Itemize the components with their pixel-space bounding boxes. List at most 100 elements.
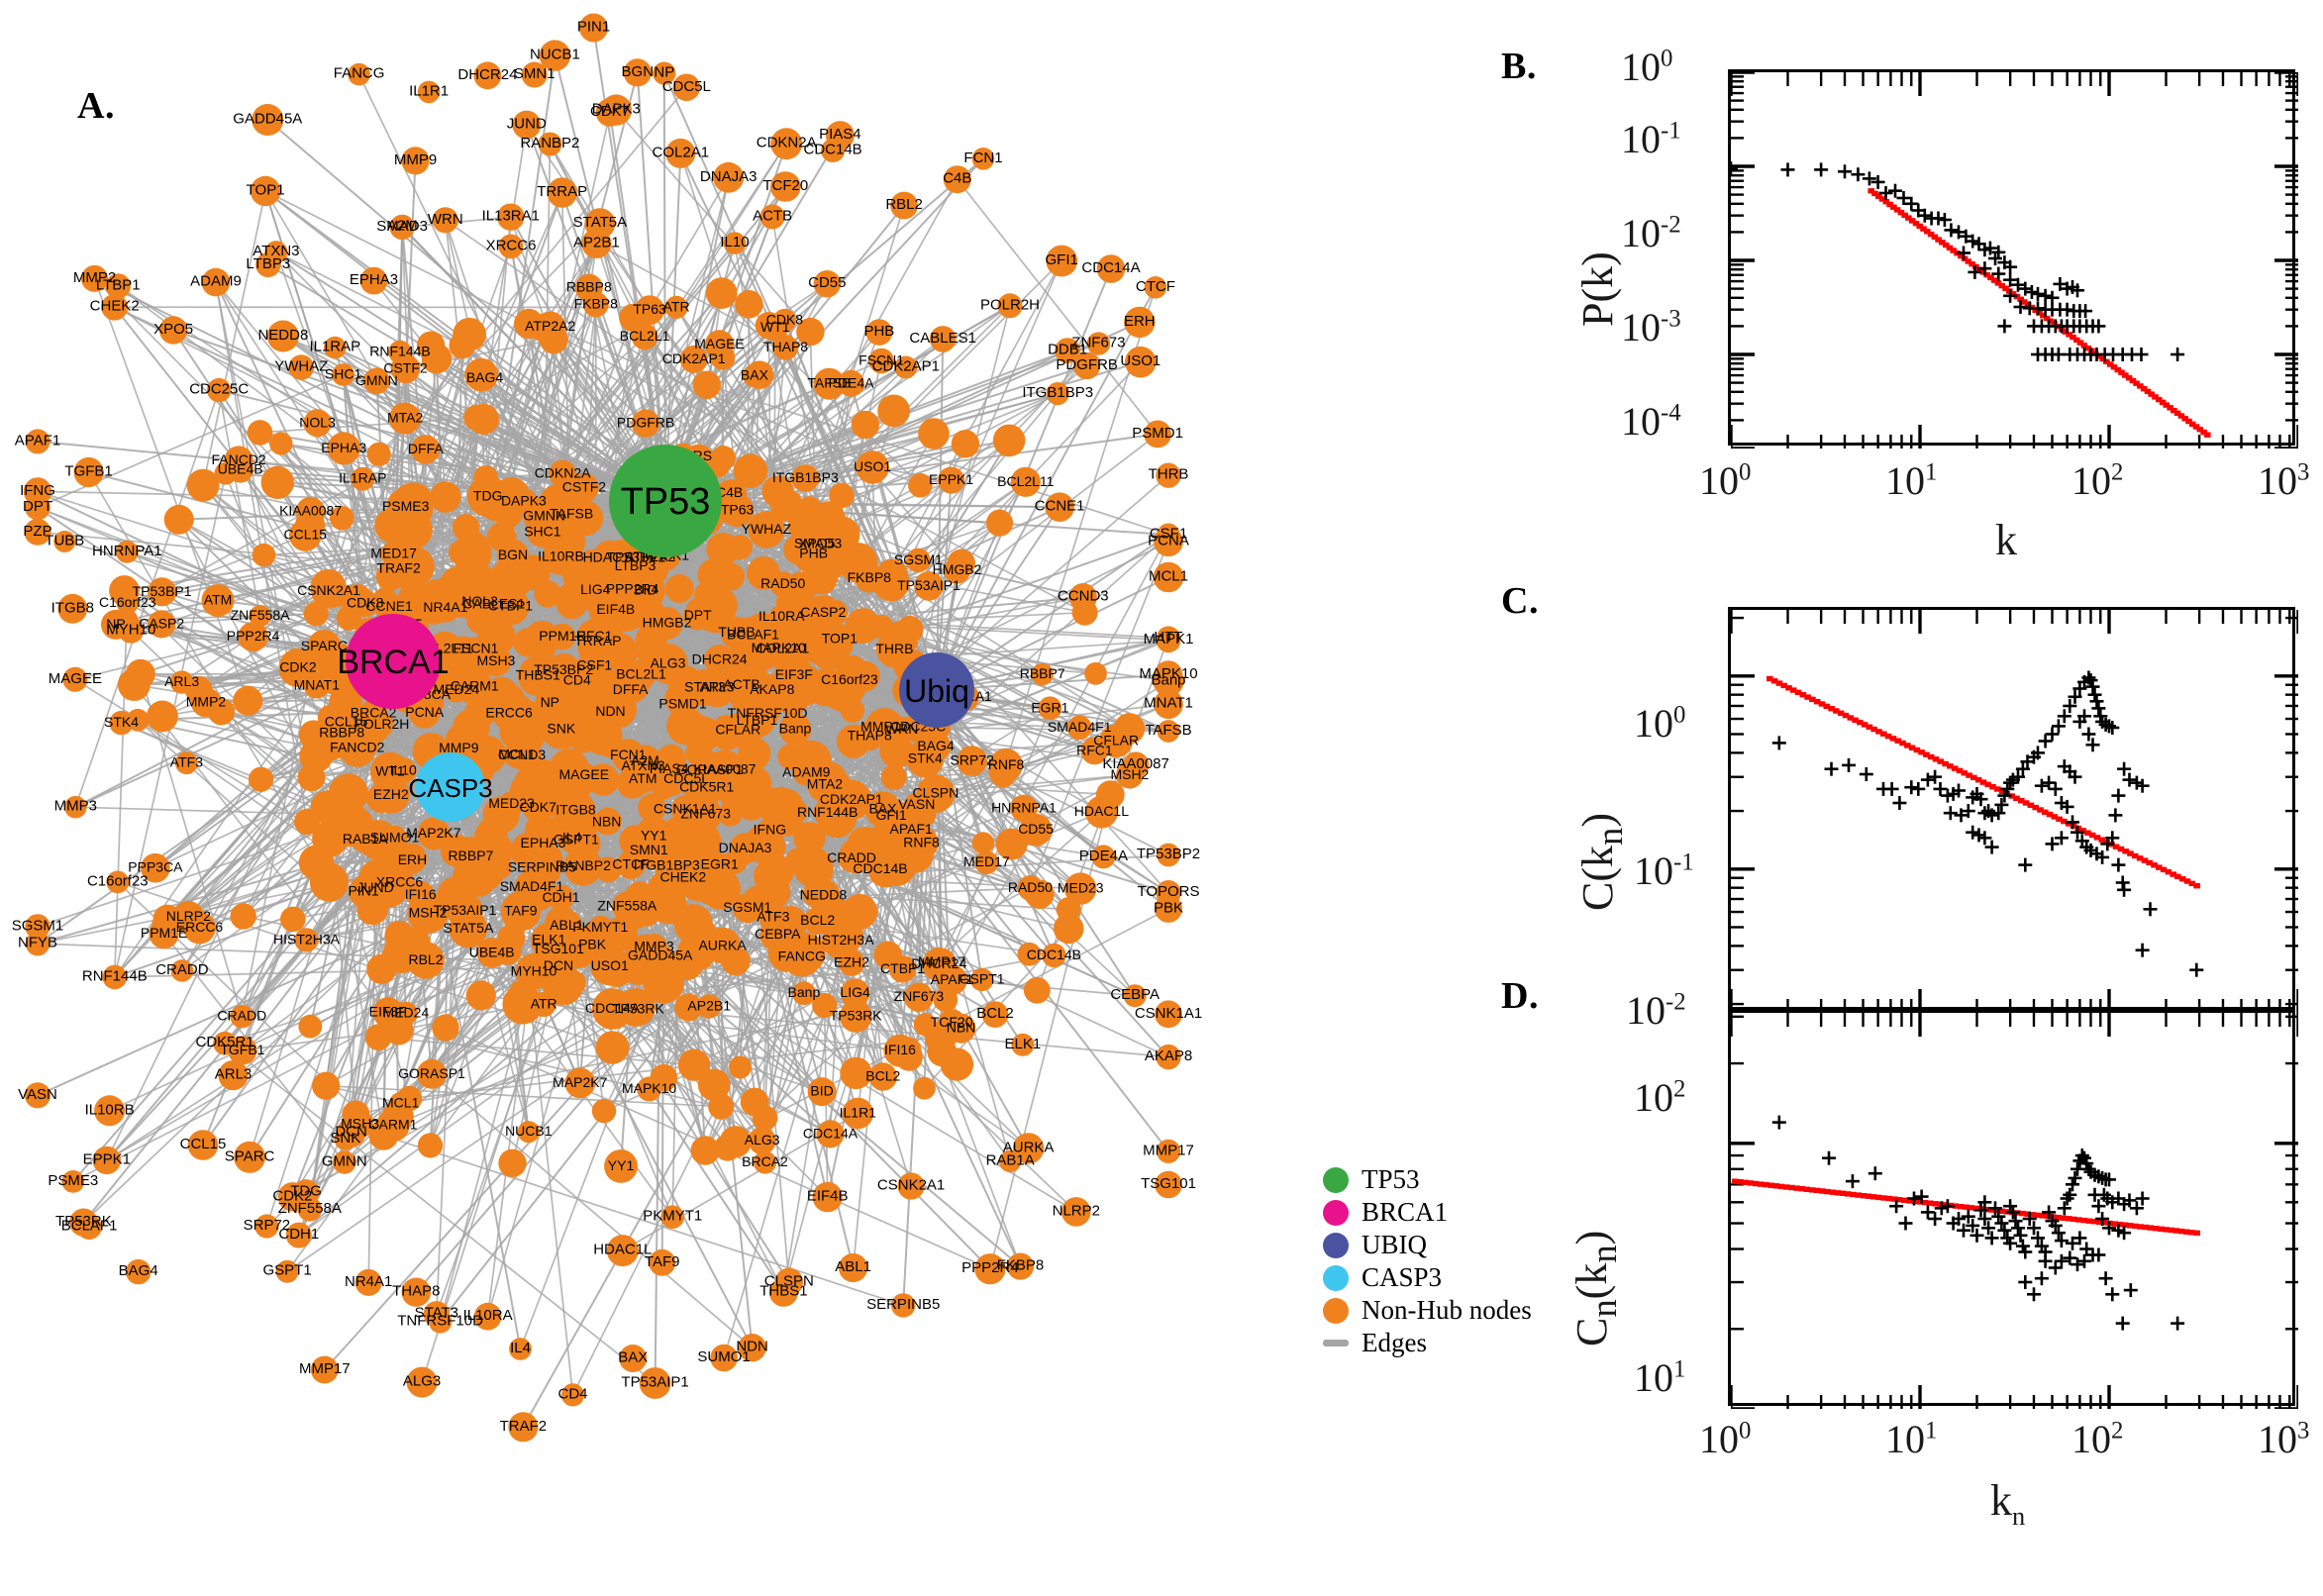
network-node[interactable]: [867, 852, 904, 888]
network-node[interactable]: [464, 357, 499, 392]
network-node[interactable]: [101, 293, 129, 321]
network-node[interactable]: [755, 873, 791, 910]
network-node[interactable]: [971, 832, 995, 854]
network-node[interactable]: [710, 1344, 738, 1372]
network-node[interactable]: [366, 783, 396, 814]
network-node[interactable]: [549, 623, 576, 650]
network-node[interactable]: [545, 906, 578, 940]
network-node[interactable]: [285, 1222, 312, 1248]
network-node[interactable]: [586, 763, 620, 796]
network-node[interactable]: [772, 335, 799, 360]
network-node[interactable]: [298, 845, 335, 881]
network-node[interactable]: [1156, 1044, 1181, 1070]
network-node[interactable]: [1010, 466, 1041, 497]
network-node[interactable]: [595, 98, 625, 127]
network-node[interactable]: [69, 1208, 98, 1237]
network-node[interactable]: [106, 870, 130, 894]
network-node[interactable]: [664, 574, 694, 603]
network-node[interactable]: [1061, 1197, 1091, 1227]
network-node[interactable]: [1012, 1133, 1045, 1164]
network-node[interactable]: [1096, 254, 1126, 283]
network-node[interactable]: [704, 927, 741, 964]
network-node[interactable]: [556, 823, 587, 853]
network-node[interactable]: [969, 967, 994, 992]
hub-circle[interactable]: [416, 752, 485, 822]
network-node[interactable]: [417, 1058, 447, 1089]
network-node[interactable]: [1031, 662, 1054, 686]
network-node[interactable]: [298, 720, 329, 749]
network-node[interactable]: [707, 852, 732, 877]
network-node[interactable]: [1144, 420, 1171, 449]
network-node[interactable]: [629, 594, 664, 630]
network-node[interactable]: [690, 1136, 720, 1165]
network-node[interactable]: [294, 808, 321, 836]
network-node[interactable]: [468, 403, 499, 435]
network-node[interactable]: [1125, 346, 1157, 378]
network-node[interactable]: [102, 964, 128, 990]
network-node[interactable]: [828, 667, 866, 706]
network-node[interactable]: [738, 1334, 766, 1362]
network-node[interactable]: [784, 932, 826, 974]
network-node[interactable]: [872, 564, 910, 602]
network-node[interactable]: [637, 641, 663, 667]
network-node[interactable]: [816, 797, 858, 839]
network-node[interactable]: [297, 763, 326, 792]
network-node[interactable]: [62, 666, 88, 692]
network-node[interactable]: [1122, 751, 1150, 778]
network-node[interactable]: [999, 1149, 1022, 1173]
network-node[interactable]: [376, 1108, 410, 1143]
network-node[interactable]: [307, 630, 342, 664]
network-node[interactable]: [578, 549, 605, 576]
network-node[interactable]: [869, 819, 908, 857]
network-node[interactable]: [800, 527, 834, 561]
network-node[interactable]: [1038, 696, 1062, 721]
network-node[interactable]: [641, 934, 667, 960]
network-node[interactable]: [390, 757, 417, 784]
network-node[interactable]: [1156, 880, 1181, 906]
network-node[interactable]: [716, 479, 743, 506]
network-node[interactable]: [269, 432, 293, 455]
network-node[interactable]: [477, 481, 519, 522]
network-node[interactable]: [877, 394, 910, 428]
network-node[interactable]: [616, 988, 656, 1027]
network-node[interactable]: [638, 793, 666, 823]
network-node[interactable]: [608, 662, 651, 705]
network-node[interactable]: [64, 795, 87, 819]
network-node[interactable]: [974, 850, 999, 875]
network-node[interactable]: [753, 1150, 777, 1174]
network-node[interactable]: [672, 73, 701, 102]
network-node[interactable]: [53, 530, 76, 552]
network-node[interactable]: [234, 1141, 266, 1173]
network-node[interactable]: [660, 1205, 684, 1229]
network-node[interactable]: [586, 725, 615, 753]
network-node[interactable]: [401, 1277, 431, 1307]
network-node[interactable]: [372, 997, 404, 1028]
network-node[interactable]: [579, 13, 608, 43]
network-node[interactable]: [567, 500, 604, 537]
network-node[interactable]: [981, 1001, 1009, 1028]
network-node[interactable]: [650, 1063, 678, 1092]
network-node[interactable]: [1042, 943, 1066, 968]
network-node[interactable]: [508, 1412, 539, 1443]
network-node[interactable]: [487, 569, 518, 600]
network-node[interactable]: [734, 765, 772, 803]
network-node[interactable]: [938, 466, 965, 494]
network-node[interactable]: [390, 214, 415, 239]
network-node[interactable]: [141, 852, 170, 883]
network-node[interactable]: [836, 724, 871, 758]
network-node[interactable]: [792, 759, 820, 786]
network-node[interactable]: [733, 453, 768, 489]
network-node[interactable]: [1053, 913, 1084, 945]
network-node[interactable]: [324, 336, 347, 359]
network-node[interactable]: [312, 1071, 341, 1100]
network-node[interactable]: [690, 771, 723, 804]
network-node[interactable]: [685, 739, 713, 766]
network-node[interactable]: [705, 277, 738, 309]
network-node[interactable]: [539, 325, 568, 354]
network-node[interactable]: [401, 147, 430, 175]
network-node[interactable]: [594, 807, 622, 836]
network-node[interactable]: [170, 959, 194, 982]
network-node[interactable]: [581, 228, 612, 258]
network-node[interactable]: [770, 128, 803, 160]
network-node[interactable]: [1156, 1139, 1181, 1163]
